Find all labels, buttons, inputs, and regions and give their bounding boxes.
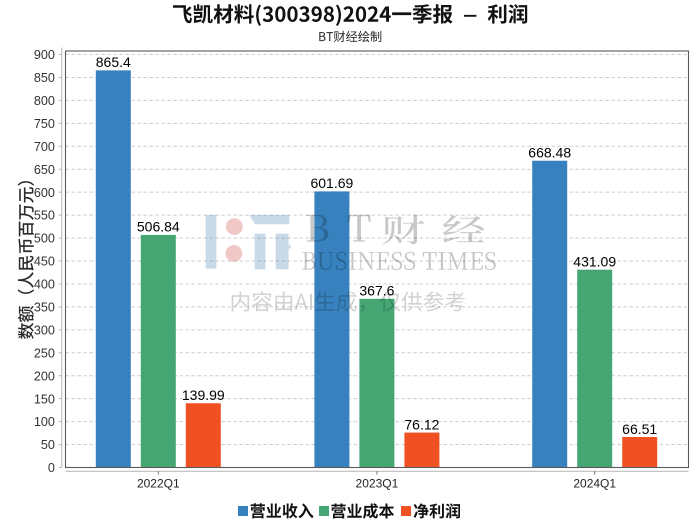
watermark-disclaimer (231, 291, 465, 312)
y-tick-label: 600 (34, 186, 55, 200)
y-tick-label: 300 (34, 323, 55, 337)
bar-revenue-2024Q1 (532, 160, 568, 468)
chart-title (173, 4, 528, 26)
bar-value-label: 139.99 (182, 387, 225, 403)
bar-net-profit-2023Q1 (404, 432, 440, 468)
legend-marker-cost (318, 506, 329, 517)
y-tick-label: 150 (34, 392, 55, 406)
bar-value-label: 66.51 (622, 421, 657, 437)
y-tick-label: 750 (34, 117, 55, 131)
y-axis-title (17, 181, 34, 339)
bar-value-label: 668.48 (528, 145, 571, 161)
y-tick-label: 650 (34, 163, 55, 177)
bar-value-label: 865.4 (96, 54, 131, 70)
bar-net-profit-2024Q1 (622, 436, 658, 468)
y-tick-label: 800 (34, 94, 55, 108)
y-tick-label: 250 (34, 346, 55, 360)
chart-subtitle (319, 30, 382, 43)
legend-label-cost (331, 503, 395, 519)
bar-value-label: 76.12 (404, 416, 439, 432)
x-category-label: 2024Q1 (573, 476, 616, 490)
watermark-brand-cjk (382, 214, 485, 245)
y-tick-label: 350 (34, 300, 55, 314)
bt-logo (205, 215, 291, 270)
legend-label-net-profit (413, 503, 460, 519)
y-tick-label: 500 (34, 232, 55, 246)
y-tick-label: 850 (34, 71, 55, 85)
y-tick-label: 550 (34, 209, 55, 223)
y-tick-label: 900 (34, 48, 55, 62)
bt-logo-right-bar (275, 233, 289, 270)
x-category-label: 2022Q1 (137, 476, 180, 490)
y-tick-label: 400 (34, 278, 55, 292)
plot-border (64, 50, 690, 469)
legend-label-revenue (250, 503, 314, 519)
bar-value-label: 431.09 (573, 253, 616, 269)
bt-logo-mid-bar (254, 233, 266, 270)
bar-value-label: 601.69 (310, 175, 353, 191)
legend-marker-net-profit (400, 506, 411, 517)
bt-logo-notch (288, 245, 291, 249)
bar-value-label: 367.6 (359, 283, 394, 299)
bt-logo-dot-bottom (225, 245, 243, 262)
y-tick-label: 700 (34, 140, 55, 154)
y-tick-label: 200 (34, 369, 55, 383)
y-tick-label: 100 (34, 415, 55, 429)
bt-logo-top-bar (249, 215, 290, 225)
bar-revenue-2023Q1 (314, 191, 350, 468)
bar-cost-2024Q1 (577, 269, 613, 468)
y-tick-label: 0 (48, 461, 55, 475)
bar-net-profit-2022Q1 (185, 403, 221, 468)
y-tick-label: 50 (41, 438, 55, 452)
watermark-brand-latin (306, 214, 371, 242)
watermark-business-times (302, 251, 496, 270)
bar-revenue-2022Q1 (95, 70, 131, 468)
legend-marker-revenue (237, 506, 248, 517)
bar-value-label: 506.84 (137, 219, 180, 235)
bt-logo-left-bar (205, 215, 217, 269)
bt-logo-dot-top (225, 218, 243, 236)
y-tick-label: 450 (34, 255, 55, 269)
bar-cost-2022Q1 (140, 234, 176, 468)
x-category-label: 2023Q1 (356, 476, 399, 490)
bar-cost-2023Q1 (359, 298, 395, 468)
